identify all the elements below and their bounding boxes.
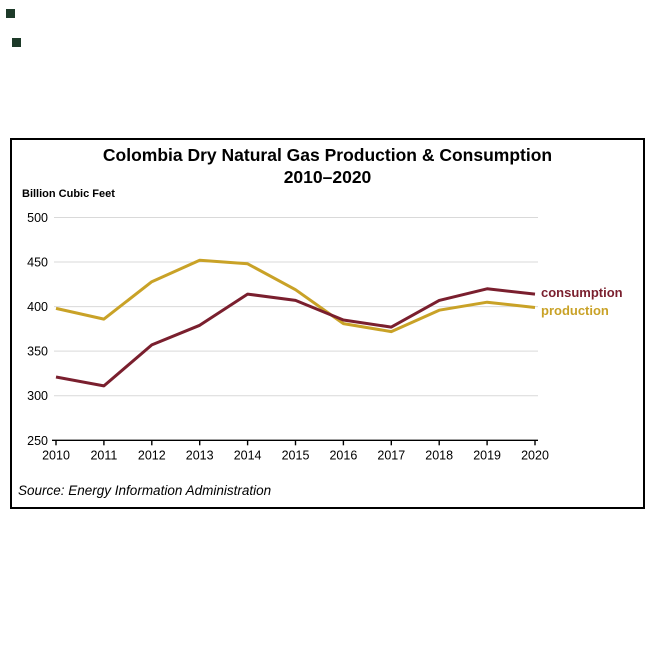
x-tick-label-2020: 2020: [521, 448, 549, 462]
x-tick-label-2019: 2019: [473, 448, 501, 462]
x-tick-label-2010: 2010: [42, 448, 70, 462]
x-tick-label-2011: 2011: [90, 448, 117, 462]
legend-production: production: [541, 302, 609, 318]
source-text: Source: Energy Information Administratio…: [18, 483, 272, 498]
y-tick-label-350: 350: [27, 345, 48, 359]
chart-title-line2: 2010–2020: [283, 167, 372, 187]
x-tick-label-2012: 2012: [138, 448, 166, 462]
x-tick-label-2017: 2017: [377, 448, 405, 462]
y-tick-label-500: 500: [27, 211, 48, 225]
chart-frame: [10, 138, 645, 509]
y-axis-unit-label: Billion Cubic Feet: [22, 188, 115, 200]
y-tick-label-400: 400: [27, 300, 48, 314]
x-tick-label-2018: 2018: [425, 448, 453, 462]
x-tick-label-2015: 2015: [282, 448, 310, 462]
x-tick-label-2014: 2014: [234, 448, 262, 462]
chart-title-line1: Colombia Dry Natural Gas Production & Co…: [102, 145, 553, 165]
decoration-square-2: [12, 38, 21, 47]
legend-consumption: consumption: [541, 285, 623, 301]
consumption-line: [55, 287, 536, 388]
x-tick-label-2013: 2013: [186, 448, 214, 462]
chart-title: Colombia Dry Natural Gas Production & Co…: [10, 144, 645, 188]
decoration-square-1: [6, 9, 15, 18]
y-tick-label-250: 250: [27, 434, 48, 448]
production-line: [55, 258, 536, 334]
x-tick-label-2016: 2016: [329, 448, 357, 462]
y-tick-label-300: 300: [27, 389, 48, 403]
y-tick-label-450: 450: [27, 256, 48, 270]
